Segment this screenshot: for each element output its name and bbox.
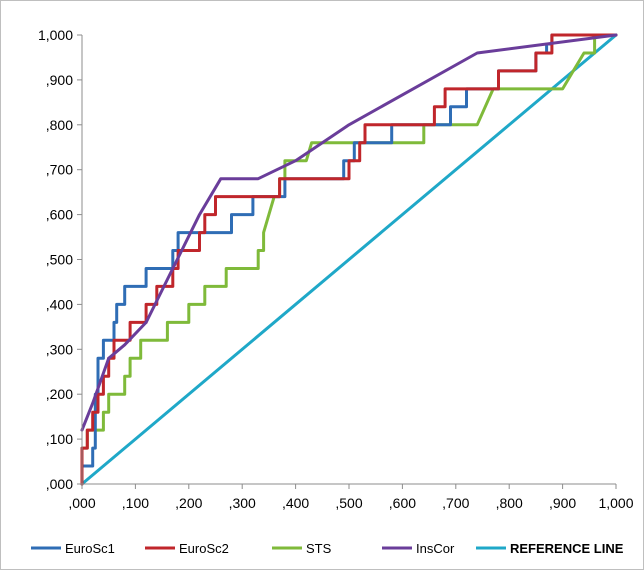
- y-tick-label: ,700: [46, 162, 73, 178]
- y-tick-label: ,600: [46, 207, 73, 223]
- x-tick-label: ,400: [282, 495, 309, 511]
- x-tick-label: ,800: [496, 495, 523, 511]
- y-tick-label: ,900: [46, 72, 73, 88]
- legend-label-eurosc2: EuroSc2: [179, 541, 229, 556]
- x-tick-label: ,700: [442, 495, 469, 511]
- legend-label-reference-line: REFERENCE LINE: [510, 541, 624, 556]
- legend-label-eurosc1: EuroSc1: [65, 541, 115, 556]
- y-tick-labels: ,000 ,100 ,200 ,300 ,400 ,500 ,600 ,700 ,800 ,900…: [38, 27, 82, 492]
- series-line-inscor: [80, 33, 618, 432]
- legend-label-sts: STS: [306, 541, 332, 556]
- x-tick-label: 1,000: [598, 495, 633, 511]
- y-tick-label: ,800: [46, 117, 73, 133]
- series-line-reference-line: [80, 33, 618, 486]
- y-tick-label: 1,000: [38, 27, 73, 43]
- x-tick-label: ,600: [389, 495, 416, 511]
- x-tick-label: ,200: [175, 495, 202, 511]
- legend: EuroSc1 EuroSc2 STS InsCor REFERENCE LINE: [31, 541, 624, 556]
- x-tick-label: ,500: [335, 495, 362, 511]
- y-tick-label: ,500: [46, 252, 73, 268]
- x-tick-label: ,900: [549, 495, 576, 511]
- y-tick-label: ,000: [46, 476, 73, 492]
- y-tick-label: ,400: [46, 296, 73, 312]
- series-line-sts: [80, 33, 618, 486]
- plot-lines: [80, 33, 618, 486]
- x-tick-label: ,000: [68, 495, 95, 511]
- legend-label-inscor: InsCor: [416, 541, 455, 556]
- y-tick-label: ,200: [46, 386, 73, 402]
- y-tick-label: ,100: [46, 431, 73, 447]
- x-tick-label: ,300: [229, 495, 256, 511]
- series-line-eurosc2: [80, 33, 618, 486]
- y-tick-label: ,300: [46, 341, 73, 357]
- x-tick-labels: ,000 ,100 ,200 ,300 ,400 ,500 ,600 ,700 ,800 ,900…: [68, 484, 634, 511]
- x-tick-label: ,100: [122, 495, 149, 511]
